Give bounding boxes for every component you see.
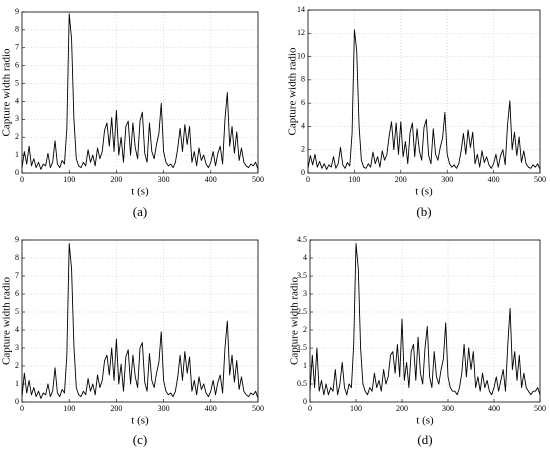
y-tick-label: 0 [15,168,19,177]
y-axis-label: Capture width radio [1,277,13,365]
x-tick-label: 200 [395,175,407,184]
x-tick-label: 0 [20,404,24,413]
x-axis-label: t (s) [415,186,433,198]
y-tick-label: 10 [297,51,305,60]
panel: 0 0.5 1 1.5 2 2.5 3 3.5 4 4.5 0 100 200 300 400 500 t (s… [289,235,546,447]
panel: 0 2 4 6 8 10 12 14 0 100 200 300 400 500 t (s) Capture … [287,5,546,219]
y-tick-label: 1 [15,150,19,159]
x-tick-label: 100 [63,175,75,184]
y-axis-label: Capture width radio [1,48,13,136]
y-tick-label: 9 [15,235,19,244]
x-tick-label: 400 [205,175,217,184]
panel: 0 1 2 3 4 5 6 7 8 9 0 100 200 300 400 500 t (s) Capture w… [1,235,264,447]
x-tick-label: 100 [350,404,362,413]
x-tick-label: 300 [158,175,170,184]
x-tick-label: 200 [110,175,122,184]
y-tick-label: 4 [303,253,307,262]
y-tick-label: 1.5 [297,343,307,352]
x-tick-label: 500 [534,175,546,184]
x-tick-label: 100 [348,175,360,184]
x-tick-label: 0 [308,404,312,413]
y-tick-label: 2 [303,325,307,334]
y-tick-label: 6 [15,60,19,69]
y-tick-label: 14 [297,5,305,14]
x-tick-label: 400 [488,175,500,184]
panel: 0 1 2 3 4 5 6 7 8 9 0 100 200 300 400 500 t (s) Capture w… [1,7,264,219]
y-tick-label: 6 [15,289,19,298]
y-tick-label: 8 [15,25,19,34]
x-tick-label: 0 [306,175,310,184]
x-axis-label: t (s) [131,415,149,427]
data-line [21,243,259,399]
x-tick-label: 500 [534,404,546,413]
x-tick-label: 400 [488,404,500,413]
x-axis-label: t (s) [131,186,149,198]
data-line [307,29,541,170]
y-tick-label: 0 [303,397,307,406]
plot-frame [309,239,541,403]
y-tick-label: 7 [15,271,19,280]
x-tick-label: 100 [63,404,75,413]
x-tick-label: 500 [252,175,264,184]
y-tick-label: 8 [15,253,19,262]
data-line [309,243,541,396]
x-axis-label: t (s) [416,415,434,427]
x-tick-label: 300 [158,404,170,413]
y-tick-label: 1 [15,379,19,388]
x-tick-label: 0 [20,175,24,184]
y-tick-label: 3 [303,289,307,298]
y-tick-label: 0 [15,397,19,406]
x-tick-label: 300 [442,404,454,413]
y-axis-label: Capture width radio [289,277,301,365]
y-tick-label: 3 [15,114,19,123]
y-tick-label: 12 [297,28,305,37]
y-tick-label: 6 [301,98,305,107]
plot-frame [307,9,541,174]
y-tick-label: 0.5 [297,379,307,388]
y-tick-label: 2 [301,145,305,154]
y-tick-label: 4 [301,121,305,130]
y-tick-label: 2.5 [297,307,307,316]
y-tick-label: 4 [15,96,19,105]
x-tick-label: 400 [205,404,217,413]
y-tick-label: 5 [15,307,19,316]
y-tick-label: 4.5 [297,235,307,244]
y-tick-label: 3.5 [297,271,307,280]
y-tick-label: 5 [15,78,19,87]
y-tick-label: 7 [15,43,19,52]
panel-caption: (a) [133,204,147,219]
y-axis-label: Capture width radio [287,47,299,135]
plot-frame [21,239,259,403]
y-tick-label: 1 [303,361,307,370]
panel-caption: (b) [416,204,431,219]
x-tick-label: 300 [441,175,453,184]
y-tick-label: 0 [301,168,305,177]
y-tick-label: 9 [15,7,19,16]
x-tick-label: 200 [110,404,122,413]
panel-caption: (c) [133,432,147,447]
y-tick-label: 3 [15,343,19,352]
y-tick-label: 2 [15,361,19,370]
y-tick-label: 4 [15,325,19,334]
plot-frame [21,11,259,174]
data-line [21,13,259,170]
x-tick-label: 200 [396,404,408,413]
x-tick-label: 500 [252,404,264,413]
panel-caption: (d) [417,432,432,447]
y-tick-label: 2 [15,132,19,141]
y-tick-label: 8 [301,75,305,84]
